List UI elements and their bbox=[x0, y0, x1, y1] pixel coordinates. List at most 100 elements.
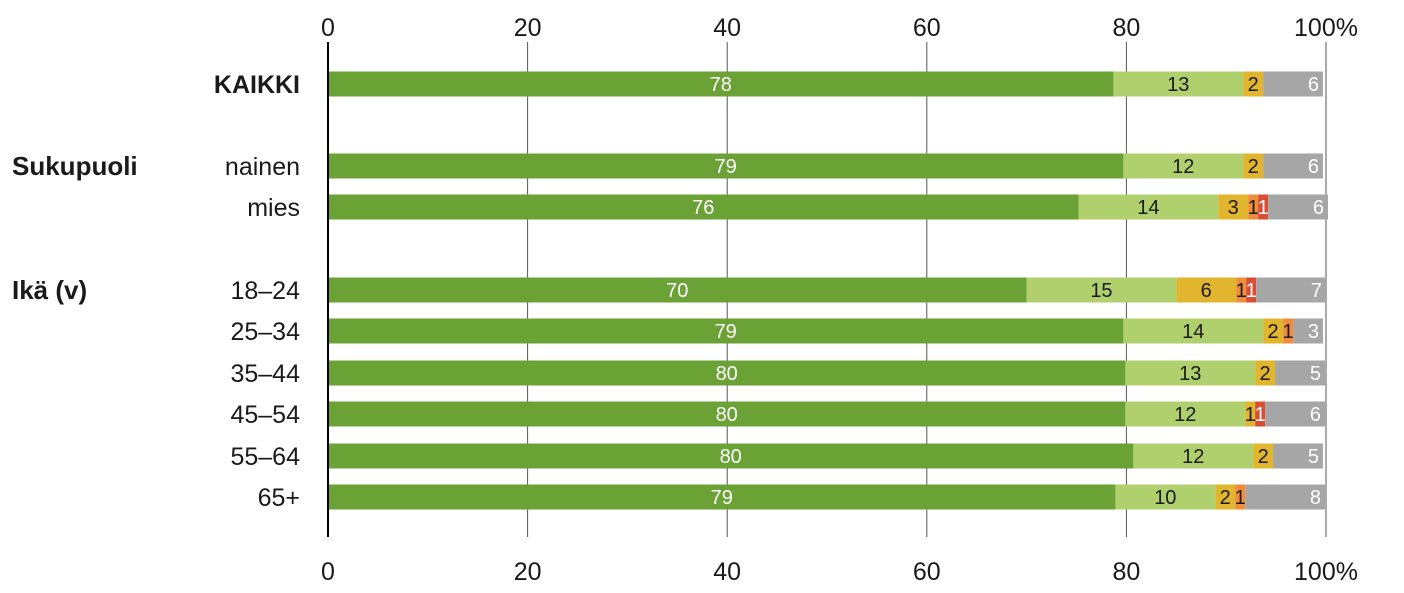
data-label: 6 bbox=[1201, 280, 1212, 302]
data-label: 79 bbox=[715, 156, 737, 178]
group-labels: Sukupuoli Ikä (v) bbox=[12, 151, 138, 305]
data-label: 6 bbox=[1310, 404, 1321, 426]
bar-segment bbox=[1215, 484, 1236, 510]
bar-segment bbox=[1268, 194, 1328, 220]
data-label: 12 bbox=[1182, 446, 1204, 468]
bar-segment bbox=[328, 71, 1114, 97]
bar-segment bbox=[1256, 277, 1326, 303]
category-label: 65+ bbox=[258, 484, 300, 512]
bar-segment bbox=[1293, 318, 1324, 344]
bar-segment bbox=[1026, 277, 1177, 303]
bar-segment bbox=[1115, 484, 1216, 510]
data-label: 6 bbox=[1308, 156, 1319, 178]
category-label: 25–34 bbox=[230, 318, 300, 346]
bar-segment bbox=[1123, 318, 1264, 344]
data-label: 3 bbox=[1308, 321, 1319, 343]
x-tick-label: 20 bbox=[514, 14, 542, 42]
bar-segment bbox=[328, 318, 1124, 344]
group-label: Sukupuoli bbox=[12, 151, 138, 181]
data-label: 79 bbox=[711, 487, 733, 509]
x-tick-label: 40 bbox=[713, 558, 741, 586]
bar-segment bbox=[328, 443, 1134, 469]
bar-segment bbox=[1265, 401, 1326, 427]
category-label: mies bbox=[247, 194, 300, 222]
data-label: 12 bbox=[1174, 404, 1196, 426]
bar-segment bbox=[1248, 194, 1259, 220]
segment-labels: 78 13 2 679 12 2 676 14 3 11 670 15 6 11 779 14 2 1 380 13 2… bbox=[666, 74, 1324, 509]
bar-segment bbox=[1245, 484, 1326, 510]
data-label: 2 bbox=[1248, 74, 1259, 96]
data-label: 79 bbox=[715, 321, 737, 343]
bar-segment bbox=[1263, 71, 1324, 97]
bar-segment bbox=[328, 360, 1126, 386]
data-label: 1 bbox=[1258, 197, 1269, 219]
x-tick-label: 40 bbox=[713, 14, 741, 42]
category-label: 55–64 bbox=[230, 443, 300, 471]
bar-segment bbox=[1258, 194, 1269, 220]
bar-segment bbox=[1125, 360, 1256, 386]
bar-segment bbox=[328, 484, 1116, 510]
category-label: 45–54 bbox=[230, 401, 300, 429]
data-label: 2 bbox=[1220, 487, 1231, 509]
bar-segment bbox=[1133, 443, 1254, 469]
group-label: Ikä (v) bbox=[12, 275, 87, 305]
bar-segment bbox=[1246, 277, 1257, 303]
data-label: 80 bbox=[716, 363, 738, 385]
data-label: 10 bbox=[1154, 487, 1176, 509]
category-label: nainen bbox=[225, 153, 300, 181]
data-label: 6 bbox=[1308, 74, 1319, 96]
bar-segment bbox=[1273, 443, 1324, 469]
x-tick-label: 60 bbox=[913, 14, 941, 42]
x-tick-label: 100% bbox=[1294, 14, 1358, 42]
data-label: 5 bbox=[1310, 363, 1321, 385]
bar-segment bbox=[1253, 443, 1274, 469]
data-label: 3 bbox=[1228, 197, 1239, 219]
x-tick-label: 80 bbox=[1112, 558, 1140, 586]
x-tick-label: 0 bbox=[321, 14, 335, 42]
data-label: 80 bbox=[720, 446, 742, 468]
x-tick-label: 100% bbox=[1294, 558, 1358, 586]
data-label: 8 bbox=[1310, 487, 1321, 509]
data-label: 1 bbox=[1245, 404, 1256, 426]
data-label: 2 bbox=[1260, 363, 1271, 385]
data-label: 2 bbox=[1248, 156, 1259, 178]
data-label: 1 bbox=[1236, 280, 1247, 302]
x-tick-label: 20 bbox=[514, 558, 542, 586]
bar-segment bbox=[1263, 153, 1324, 179]
bar-segment bbox=[1235, 484, 1246, 510]
data-label: 7 bbox=[1311, 280, 1322, 302]
category-label: KAIKKI bbox=[214, 71, 300, 99]
bar-segment bbox=[328, 153, 1124, 179]
data-label: 1 bbox=[1248, 197, 1259, 219]
data-label: 78 bbox=[710, 74, 732, 96]
bar-segment bbox=[1078, 194, 1219, 220]
bar-segment bbox=[328, 401, 1126, 427]
x-tick-label: 80 bbox=[1112, 14, 1140, 42]
bar-segment bbox=[328, 277, 1027, 303]
bar-segment bbox=[1123, 153, 1244, 179]
x-tick-label: 60 bbox=[913, 558, 941, 586]
data-label: 1 bbox=[1255, 404, 1266, 426]
bar-segment bbox=[1255, 360, 1276, 386]
bar-segment bbox=[1245, 401, 1256, 427]
data-label: 14 bbox=[1137, 197, 1159, 219]
data-label: 1 bbox=[1246, 280, 1257, 302]
data-label: 76 bbox=[692, 197, 714, 219]
bar-segment bbox=[1176, 277, 1237, 303]
x-axis-ticks-bottom: 0 20 40 60 80 100% bbox=[321, 558, 1358, 586]
category-label: 35–44 bbox=[230, 360, 300, 388]
x-tick-label: 0 bbox=[321, 558, 335, 586]
bar-segment bbox=[328, 194, 1079, 220]
bar-segment bbox=[1113, 71, 1244, 97]
bar-segment bbox=[1283, 318, 1294, 344]
data-label: 15 bbox=[1090, 280, 1112, 302]
bar-segment bbox=[1125, 401, 1246, 427]
data-label: 14 bbox=[1182, 321, 1204, 343]
data-label: 13 bbox=[1179, 363, 1201, 385]
data-label: 12 bbox=[1172, 156, 1194, 178]
bar-segment bbox=[1243, 71, 1264, 97]
category-labels: KAIKKI nainen mies 18–24 25–34 35–44 45–54 55–6… bbox=[214, 71, 300, 512]
data-label: 5 bbox=[1308, 446, 1319, 468]
bar-segment bbox=[1255, 401, 1266, 427]
